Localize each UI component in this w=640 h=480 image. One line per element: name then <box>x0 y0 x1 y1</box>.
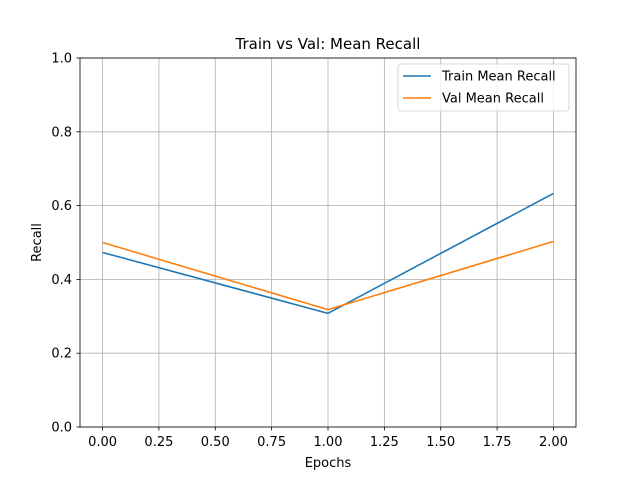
y-tick-label: 0.2 <box>51 347 72 362</box>
x-tick-label: 0.75 <box>257 435 286 450</box>
y-tick-label: 0.8 <box>51 125 72 140</box>
x-axis-ticks: 0.00 0.25 0.50 0.75 1.00 1.25 1.50 1.75 2.00 <box>88 427 568 450</box>
y-tick-label: 0.6 <box>51 199 72 214</box>
x-axis-label: Epochs <box>305 456 352 471</box>
series-line <box>102 240 554 311</box>
y-tick-label: 0.0 <box>51 421 72 436</box>
y-axis-ticks: 0.0 0.2 0.4 0.6 0.8 1.0 <box>51 52 80 436</box>
y-tick-label: 1.0 <box>51 52 72 67</box>
legend-label: Train Mean Recall <box>441 70 556 85</box>
series-lines <box>102 192 554 315</box>
x-tick-label: 0.25 <box>144 435 173 450</box>
chart-title: Train vs Val: Mean Recall <box>235 35 421 53</box>
x-tick-label: 1.25 <box>370 435 399 450</box>
legend-box <box>397 63 570 112</box>
x-tick-label: 0.00 <box>88 435 117 450</box>
legend: Train Mean Recall Val Mean Recall <box>397 63 570 112</box>
x-tick-label: 1.00 <box>314 435 343 450</box>
series-line <box>102 192 554 315</box>
y-tick-label: 0.4 <box>51 273 72 288</box>
x-tick-label: 2.00 <box>539 435 568 450</box>
x-tick-label: 1.75 <box>483 435 512 450</box>
x-tick-label: 1.50 <box>426 435 455 450</box>
x-tick-label: 0.50 <box>201 435 230 450</box>
legend-label: Val Mean Recall <box>442 92 544 107</box>
y-axis-label: Recall <box>30 223 45 262</box>
